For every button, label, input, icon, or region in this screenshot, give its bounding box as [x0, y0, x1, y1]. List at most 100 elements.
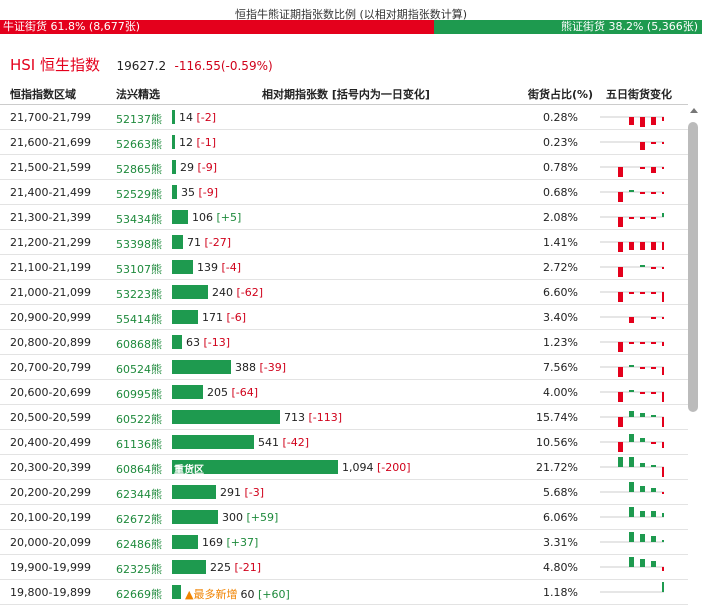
futures-count-value: 240	[212, 286, 233, 299]
warrant-code-link[interactable]: 60864熊	[116, 463, 162, 476]
mini-chart-bar	[640, 192, 645, 194]
scrollbar-thumb[interactable]	[688, 122, 698, 412]
day-change: [+5]	[216, 211, 242, 224]
futures-count-value: 106	[192, 211, 213, 224]
five-day-change-chart	[600, 341, 664, 352]
futures-bar	[172, 510, 218, 524]
futures-count-value: 60	[240, 588, 255, 601]
day-change: [-113]	[308, 411, 343, 424]
range-cell: 20,900-20,999	[10, 311, 91, 324]
range-cell: 20,700-20,799	[10, 361, 91, 374]
mini-chart-bar	[662, 342, 664, 346]
futures-bar	[172, 435, 254, 449]
warrant-code-link[interactable]: 62325熊	[116, 563, 162, 576]
mini-chart-bar	[629, 457, 634, 467]
range-cell: 21,600-21,699	[10, 136, 91, 149]
scrollbar[interactable]	[688, 108, 700, 604]
warrant-code-link[interactable]: 52663熊	[116, 138, 162, 151]
futures-count: ▲最多新增 60 [+60]	[185, 586, 290, 602]
mini-chart-bar	[651, 442, 656, 444]
mini-chart-bar	[662, 317, 664, 319]
mini-chart-bar	[640, 559, 645, 567]
warrant-code-link[interactable]: 60524熊	[116, 363, 162, 376]
ratio-caption: 恒指牛熊证期指张数比例 (以相对期指张数计算)	[234, 8, 468, 21]
range-cell: 19,900-19,999	[10, 561, 91, 574]
warrant-code-link[interactable]: 53434熊	[116, 213, 162, 226]
table-row: 20,800-20,899 60868熊 63 [-13] 1.23%	[0, 330, 688, 355]
five-day-change-chart	[600, 582, 664, 593]
warrant-code-link[interactable]: 53223熊	[116, 288, 162, 301]
futures-count: 291 [-3]	[220, 486, 264, 499]
warrant-code-link[interactable]: 62672熊	[116, 513, 162, 526]
mini-chart-bar	[629, 217, 634, 219]
range-cell: 20,200-20,299	[10, 486, 91, 499]
day-change: [-6]	[226, 311, 247, 324]
day-change: [-64]	[231, 386, 259, 399]
day-change: [-39]	[259, 361, 287, 374]
share-pct: 10.56%	[536, 436, 578, 449]
share-pct: 0.68%	[543, 186, 578, 199]
index-change: -116.55(-0.59%)	[174, 59, 273, 73]
range-cell: 21,400-21,499	[10, 186, 91, 199]
warrant-code-link[interactable]: 62344熊	[116, 488, 162, 501]
mini-chart-bar	[640, 438, 645, 442]
mini-chart-bar	[662, 540, 664, 542]
most-added-tag: ▲最多新增	[185, 588, 238, 601]
mini-chart-bar	[651, 511, 656, 517]
warrant-code-link[interactable]: 55414熊	[116, 313, 162, 326]
share-pct: 0.78%	[543, 161, 578, 174]
futures-count: 300 [+59]	[222, 511, 278, 524]
five-day-change-chart	[600, 141, 664, 150]
table-row: 21,200-21,299 53398熊 71 [-27] 1.41%	[0, 230, 688, 255]
warrant-code-link[interactable]: 62669熊	[116, 588, 162, 601]
futures-bar	[172, 535, 198, 549]
warrant-code-link[interactable]: 52865熊	[116, 163, 162, 176]
day-change: [-42]	[282, 436, 310, 449]
mini-chart-bar	[662, 142, 664, 144]
futures-bar	[172, 235, 183, 249]
warrant-code-link[interactable]: 60995熊	[116, 388, 162, 401]
futures-count-value: 205	[207, 386, 228, 399]
mini-chart-bar	[640, 142, 645, 150]
five-day-change-chart	[600, 532, 664, 543]
futures-bar	[172, 185, 177, 199]
futures-bar	[172, 135, 175, 149]
five-day-change-chart	[600, 316, 664, 323]
mini-chart-bar	[662, 567, 664, 571]
day-change: [+37]	[226, 536, 259, 549]
table-row: 20,600-20,699 60995熊 205 [-64] 4.00%	[0, 380, 688, 405]
futures-count: 14 [-2]	[179, 111, 216, 124]
warrant-code-link[interactable]: 61136熊	[116, 438, 162, 451]
futures-bar	[172, 285, 208, 299]
five-day-change-chart	[600, 390, 664, 402]
warrant-code-link[interactable]: 60522熊	[116, 413, 162, 426]
five-day-change-chart	[600, 265, 664, 277]
mini-chart-bar	[662, 367, 664, 375]
triangle-up-icon[interactable]	[690, 108, 698, 113]
table-row: 20,400-20,499 61136熊 541 [-42] 10.56%	[0, 430, 688, 455]
mini-chart-bar	[629, 292, 634, 294]
share-pct: 6.06%	[543, 511, 578, 524]
bull-share-segment: 牛证街货 61.8% (8,677张)	[0, 20, 434, 34]
futures-bar	[172, 560, 206, 574]
heavy-zone-label: 重货区	[174, 465, 204, 476]
futures-count-value: 12	[179, 136, 193, 149]
mini-chart-bar	[662, 292, 664, 302]
warrant-code-link[interactable]: 52529熊	[116, 188, 162, 201]
five-day-change-chart	[600, 434, 664, 452]
warrant-code-link[interactable]: 52137熊	[116, 113, 162, 126]
warrant-code-link[interactable]: 60868熊	[116, 338, 162, 351]
col-trend: 五日街货变化	[606, 88, 672, 101]
mini-chart-bar	[640, 342, 645, 344]
bear-share-segment: 熊证街货 38.2% (5,366张)	[433, 20, 702, 34]
mini-chart-bar	[618, 367, 623, 377]
warrant-code-link[interactable]: 53398熊	[116, 238, 162, 251]
warrant-code-link[interactable]: 53107熊	[116, 263, 162, 276]
mini-chart-bar	[651, 192, 656, 194]
share-pct: 0.28%	[543, 111, 578, 124]
share-pct: 3.31%	[543, 536, 578, 549]
futures-count-value: 541	[258, 436, 279, 449]
futures-bar	[172, 585, 181, 599]
warrant-code-link[interactable]: 62486熊	[116, 538, 162, 551]
share-pct: 3.40%	[543, 311, 578, 324]
